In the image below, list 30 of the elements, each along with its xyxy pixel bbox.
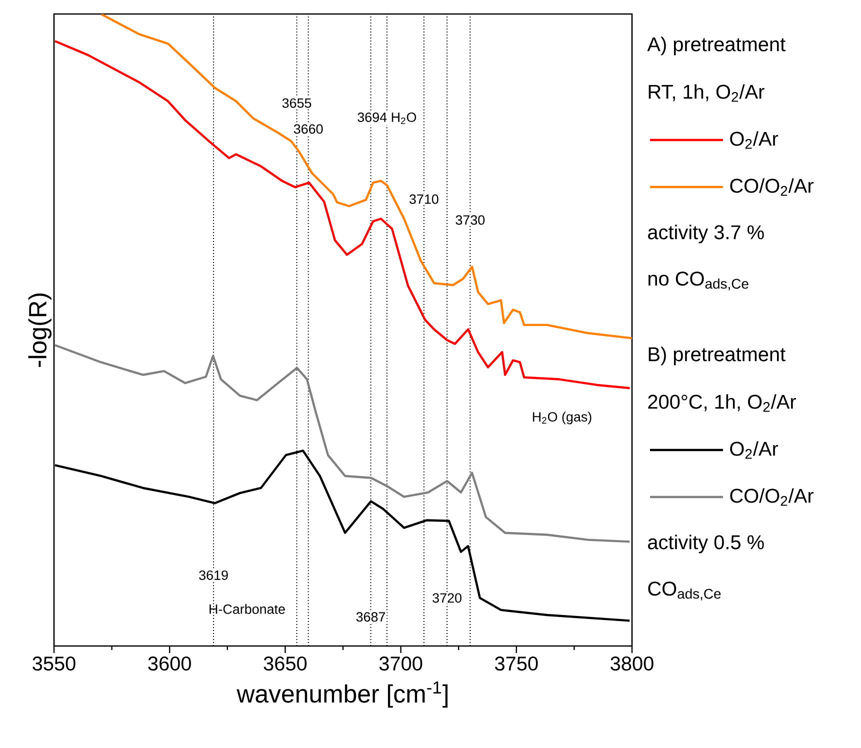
text: activity 3.7 % — [648, 224, 764, 244]
x-axis-title: wavenumber [cm$^{-1}$] — [236, 681, 448, 708]
annotation: 3687 — [356, 612, 386, 622]
annotation: 3720 — [432, 593, 462, 603]
x-tick-label: 3700 — [379, 656, 422, 671]
text: B) pretreatment — [648, 346, 786, 366]
text: 200°C, 1h, O$_{2}$/Ar — [648, 394, 796, 412]
text: RT, 1h, O$_{2}$/Ar — [648, 84, 764, 102]
legend-label: O$_{2}$/Ar — [730, 131, 778, 149]
x-tick-label: 3650 — [264, 656, 307, 671]
annotation: 3655 — [282, 98, 312, 108]
x-tick-label: 3600 — [148, 656, 191, 671]
text: activity 0.5 % — [648, 534, 764, 554]
text: CO$_{ads,Ce}$ — [648, 582, 721, 600]
annotation: 3660 — [294, 124, 323, 134]
legend-label: O$_{2}$/Ar — [730, 441, 778, 459]
annotation: H$_{2}$O (gas) — [532, 412, 592, 424]
annotation: 3710 — [409, 194, 438, 204]
annotation: H-Carbonate — [210, 604, 285, 614]
x-tick-label: 3800 — [610, 656, 654, 671]
x-tick-label: 3750 — [495, 656, 538, 671]
x-tick-label: 3550 — [32, 656, 76, 671]
legend-label: CO/O$_{2}$/Ar — [730, 488, 814, 506]
text: no CO$_{ads,Ce}$ — [648, 272, 748, 290]
y-axis-title: -log(R) — [28, 293, 52, 367]
text: A) pretreatment — [647, 36, 786, 56]
annotation: 3730 — [456, 215, 485, 225]
annotation: 3619 — [199, 570, 228, 580]
legend-label: CO/O$_{2}$/Ar — [730, 178, 814, 196]
annotation: 3694 H$_{2}$O — [358, 112, 416, 124]
